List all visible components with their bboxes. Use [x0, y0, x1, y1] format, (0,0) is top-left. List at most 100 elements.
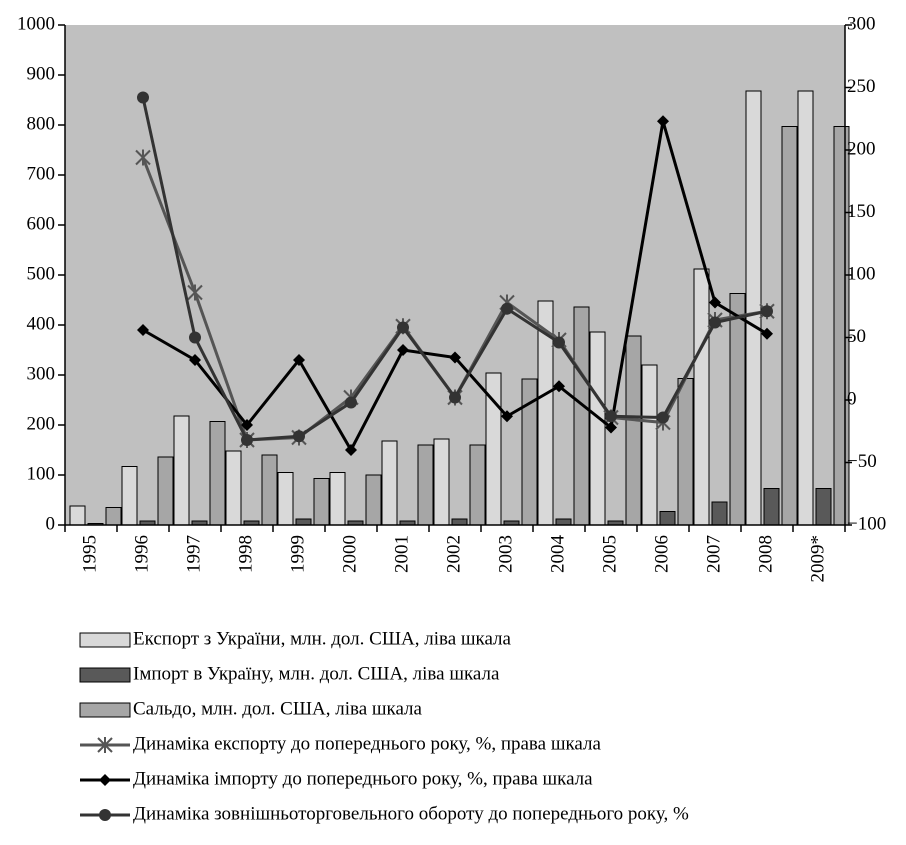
- y-tick-label: 400: [27, 313, 56, 334]
- diamond-marker: [293, 354, 305, 366]
- bar: [173, 415, 190, 526]
- bar: [625, 335, 642, 526]
- bar: [225, 450, 242, 526]
- legend-label: Імпорт в Україну, млн. дол. США, ліва шк…: [133, 663, 500, 684]
- x-tick-label: 2008: [755, 535, 776, 573]
- bar: [659, 511, 676, 526]
- y-tick-label: 900: [27, 63, 56, 84]
- diamond-marker: [449, 351, 461, 364]
- bar: [815, 488, 832, 526]
- bar: [745, 90, 762, 526]
- legend-swatch: [79, 702, 131, 718]
- x-tick-label: 1995: [79, 535, 100, 573]
- diamond-marker: [397, 344, 409, 356]
- diamond-marker: [501, 410, 513, 423]
- circle-marker: [657, 411, 669, 424]
- circle-marker: [99, 809, 111, 821]
- legend-label: Експорт з України, млн. дол. США, ліва ш…: [133, 628, 512, 649]
- x-tick-label: 1998: [235, 535, 256, 573]
- bar: [711, 501, 728, 526]
- bar: [69, 505, 86, 526]
- legend-item: Динаміка експорту до попереднього року, …: [80, 733, 601, 754]
- circle-marker: [137, 91, 149, 104]
- x-tick-label: 2009*: [807, 535, 828, 583]
- x-tick-label: 2000: [339, 535, 360, 573]
- y2-tick-label: 50: [847, 326, 866, 347]
- y-tick-label: 500: [27, 263, 56, 284]
- diamond-marker: [99, 774, 111, 786]
- diamond-marker: [345, 444, 357, 456]
- circle-marker: [293, 430, 305, 443]
- x-tick-label: 2006: [651, 535, 672, 573]
- bar: [573, 306, 590, 526]
- circle-marker: [189, 331, 201, 344]
- bar: [209, 421, 226, 526]
- bar: [277, 472, 294, 526]
- bar: [295, 518, 312, 526]
- bar: [589, 331, 606, 526]
- legend-item: Експорт з України, млн. дол. США, ліва ш…: [79, 628, 512, 649]
- circle-marker: [761, 305, 773, 318]
- bar: [381, 440, 398, 526]
- diamond-marker: [137, 324, 149, 336]
- y2-tick-label: 0: [847, 388, 857, 409]
- legend-item: Динаміка зовнішньоторговельного обороту …: [80, 803, 689, 824]
- circle-marker: [553, 336, 565, 349]
- x-tick-label: 1999: [287, 535, 308, 573]
- diamond-marker: [605, 421, 617, 434]
- x-tick-label: 2007: [703, 535, 724, 573]
- bar: [763, 488, 780, 526]
- star-marker: [97, 737, 113, 753]
- bar: [105, 507, 122, 526]
- bar: [469, 444, 486, 526]
- y2-tick-label: −100: [847, 513, 886, 534]
- diamond-marker: [553, 380, 565, 393]
- bar: [329, 472, 346, 526]
- y-tick-label: 700: [27, 163, 56, 184]
- y2-tick-label: 100: [847, 263, 876, 284]
- y2-tick-label: 150: [847, 201, 876, 222]
- bar: [261, 454, 278, 526]
- diamond-marker: [709, 296, 721, 309]
- bar: [433, 438, 450, 526]
- bar: [157, 456, 174, 526]
- bar: [677, 378, 694, 526]
- diamond-marker: [657, 115, 669, 128]
- x-tick-label: 2002: [443, 535, 464, 573]
- legend-item: Сальдо, млн. дол. США, ліва шкала: [79, 698, 423, 719]
- x-tick-label: 1996: [131, 535, 152, 573]
- circle-marker: [709, 316, 721, 329]
- y2-tick-label: 250: [847, 76, 876, 97]
- bar: [781, 126, 798, 526]
- x-tick-label: 1997: [183, 535, 204, 573]
- star-marker: [135, 149, 151, 166]
- y-tick-label: 1000: [17, 13, 55, 34]
- circle-marker: [605, 410, 617, 423]
- bar: [729, 293, 746, 526]
- y-tick-label: 0: [46, 513, 56, 534]
- bar: [797, 90, 814, 526]
- bar: [313, 478, 330, 526]
- y2-tick-label: 300: [847, 13, 876, 34]
- circle-marker: [501, 302, 513, 315]
- y2-tick-label: −50: [847, 451, 877, 472]
- legend-label: Сальдо, млн. дол. США, ліва шкала: [133, 698, 423, 719]
- y2-tick-label: 200: [847, 138, 876, 159]
- legend-swatch: [79, 632, 131, 648]
- legend-swatch: [79, 667, 131, 683]
- x-tick-label: 2004: [547, 535, 568, 574]
- bar: [417, 444, 434, 526]
- legend-label: Динаміка зовнішньоторговельного обороту …: [133, 803, 689, 824]
- circle-marker: [397, 321, 409, 334]
- bar: [555, 518, 572, 526]
- bar: [451, 518, 468, 526]
- circle-marker: [449, 391, 461, 404]
- legend-item: Імпорт в Україну, млн. дол. США, ліва шк…: [79, 663, 500, 684]
- x-tick-label: 2003: [495, 535, 516, 573]
- x-tick-label: 2005: [599, 535, 620, 573]
- star-marker: [187, 284, 203, 301]
- diamond-marker: [189, 354, 201, 366]
- bar: [121, 466, 138, 526]
- circle-marker: [345, 396, 357, 409]
